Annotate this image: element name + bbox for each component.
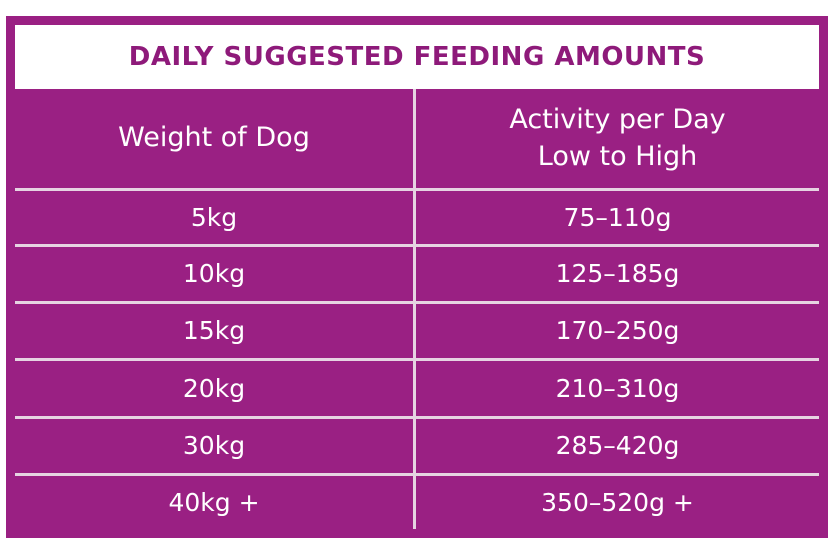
row-divider xyxy=(15,188,819,191)
amount-cell: 125–185g xyxy=(555,259,680,289)
header-activity-line1: Activity per Day xyxy=(509,104,726,136)
amount-cell: 75–110g xyxy=(563,202,672,232)
weight-cell: 40kg + xyxy=(15,476,416,529)
amount-cell: 285–420g xyxy=(555,431,680,461)
feeding-table: DAILY SUGGESTED FEEDING AMOUNTS Weight o… xyxy=(6,16,828,538)
table-row: 10kg 125–185g xyxy=(15,247,819,301)
amount-cell: 350–520g + xyxy=(541,487,694,517)
row-divider xyxy=(15,244,819,247)
table-row: 40kg + 350–520g + xyxy=(15,476,819,529)
weight-cell: 20kg xyxy=(15,361,416,416)
table-row: 20kg 210–310g xyxy=(15,361,819,416)
weight-cell: 10kg xyxy=(15,247,416,301)
table-row: 30kg 285–420g xyxy=(15,419,819,473)
table-row: 5kg 75–110g xyxy=(15,191,819,244)
table-row: 15kg 170–250g xyxy=(15,304,819,358)
row-divider xyxy=(15,416,819,419)
weight-cell: 30kg xyxy=(15,419,416,473)
amount-cell: 170–250g xyxy=(555,316,680,346)
table-title: DAILY SUGGESTED FEEDING AMOUNTS xyxy=(128,42,706,72)
row-divider xyxy=(15,473,819,476)
table-title-bar: DAILY SUGGESTED FEEDING AMOUNTS xyxy=(15,25,819,89)
header-row: Weight of Dog Activity per Day Low to Hi… xyxy=(15,89,819,188)
header-activity-line2: Low to High xyxy=(537,140,698,172)
amount-cell: 210–310g xyxy=(555,373,680,403)
weight-cell: 15kg xyxy=(15,304,416,358)
table-grid: Weight of Dog Activity per Day Low to Hi… xyxy=(15,89,819,529)
row-divider xyxy=(15,358,819,361)
weight-cell: 5kg xyxy=(15,191,416,244)
header-activity: Activity per Day Low to High xyxy=(416,89,819,188)
row-divider xyxy=(15,301,819,304)
header-weight: Weight of Dog xyxy=(15,89,416,188)
